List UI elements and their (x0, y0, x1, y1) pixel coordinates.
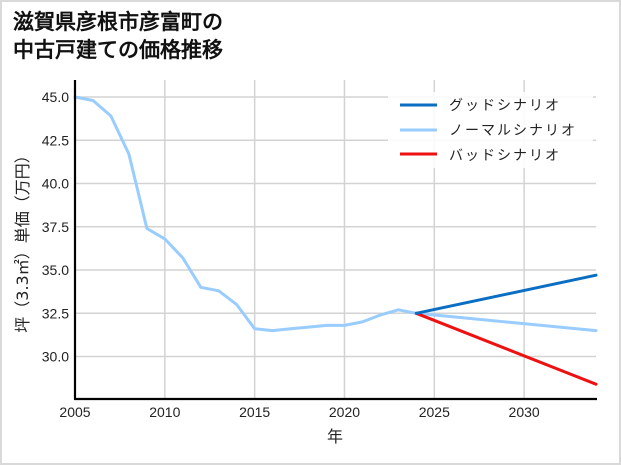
legend-label-normal: ノーマルシナリオ (449, 123, 577, 139)
y-tick-label: 42.5 (42, 132, 69, 148)
x-tick-label: 2030 (509, 404, 540, 420)
x-axis-label: 年 (327, 427, 343, 446)
y-tick-labels: 30.0 32.5 35.0 37.5 40.0 42.5 45.0 (42, 89, 69, 365)
series-bad (414, 311, 598, 386)
grid-lines (75, 80, 596, 399)
x-tick-labels: 2005 2010 2015 2020 2025 2030 (59, 404, 539, 420)
x-tick-label: 2025 (419, 404, 450, 420)
y-tick-label: 32.5 (42, 305, 69, 321)
x-tick-label: 2015 (239, 404, 270, 420)
chart-title: 滋賀県彦根市彦富町の 中古戸建ての価格推移 (13, 8, 223, 64)
series-historical (73, 95, 418, 333)
series-normal (414, 311, 598, 333)
y-tick-label: 35.0 (42, 262, 69, 278)
legend-label-good: グッドシナリオ (449, 98, 561, 114)
y-tick-label: 40.0 (42, 176, 69, 192)
chart-title-line1: 滋賀県彦根市彦富町の (13, 10, 223, 34)
chart-title-line2: 中古戸建ての価格推移 (13, 38, 223, 62)
series-good (414, 273, 598, 315)
y-tick-label: 37.5 (42, 219, 69, 235)
legend: グッドシナリオ ノーマルシナリオ バッドシナリオ (388, 92, 593, 168)
x-tick-label: 2005 (59, 404, 90, 420)
y-axis-label: 坪（3.3㎡）単価（万円） (13, 147, 32, 332)
x-tick-label: 2020 (329, 404, 360, 420)
axis-spines (73, 80, 597, 401)
y-tick-label: 30.0 (42, 349, 69, 365)
legend-label-bad: バッドシナリオ (449, 148, 561, 164)
x-tick-label: 2010 (149, 404, 180, 420)
y-tick-label: 45.0 (42, 89, 69, 105)
series-lines (73, 95, 598, 386)
